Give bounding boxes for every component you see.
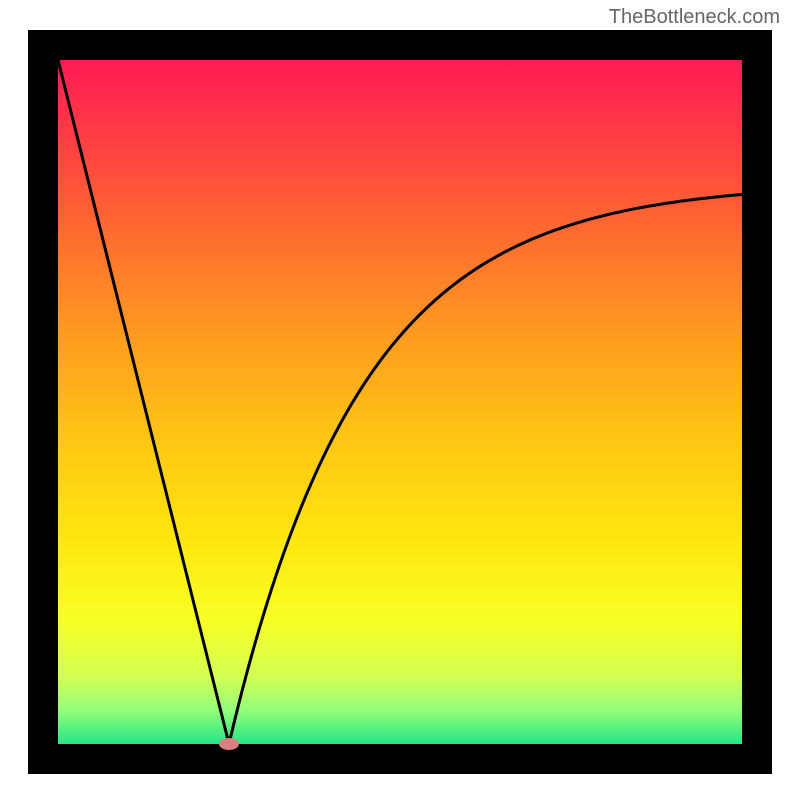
watermark-text: TheBottleneck.com	[609, 6, 780, 29]
bottleneck-curve	[58, 60, 742, 744]
chart-stage: TheBottleneck.com	[0, 0, 800, 800]
optimal-point-marker	[219, 738, 239, 750]
chart-frame	[28, 30, 772, 774]
